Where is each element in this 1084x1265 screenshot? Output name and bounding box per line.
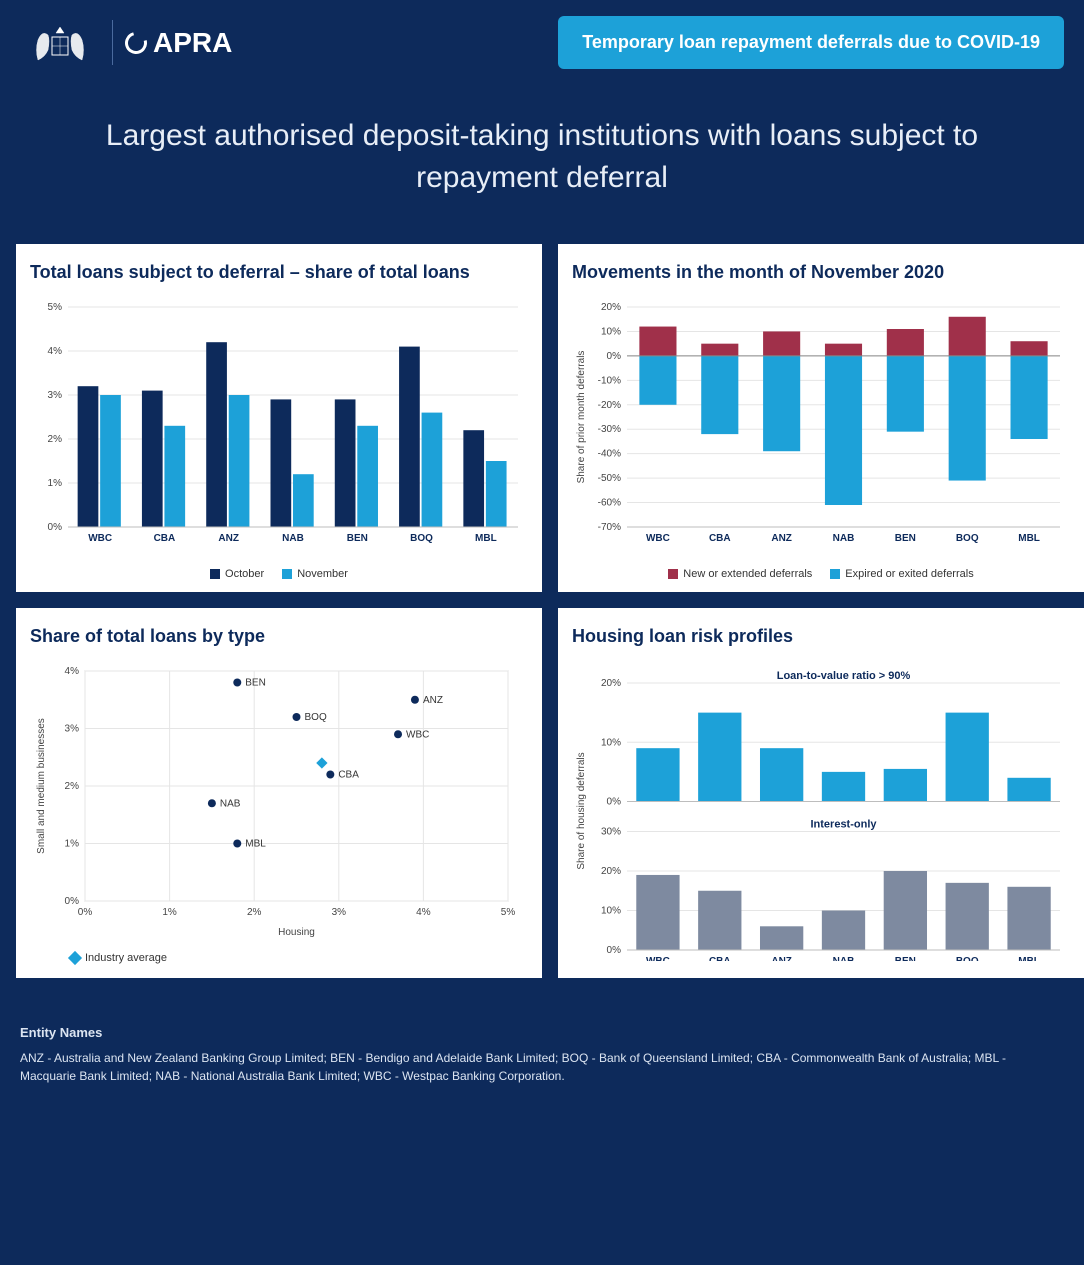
chart3-area: 0% 1% 2% 3% 4% 0% 1% 2% 3% 4% 5% Housing Small and m…: [30, 661, 528, 946]
logo-divider: [112, 20, 113, 65]
svg-text:-40%: -40%: [598, 449, 621, 460]
svg-text:4%: 4%: [65, 666, 80, 677]
svg-text:CBA: CBA: [709, 533, 731, 544]
svg-text:ANZ: ANZ: [771, 533, 792, 544]
svg-text:CBA: CBA: [709, 956, 731, 961]
svg-text:WBC: WBC: [646, 956, 670, 961]
svg-text:BEN: BEN: [895, 956, 916, 961]
chart1-title: Total loans subject to deferral – share …: [30, 262, 528, 283]
svg-text:20%: 20%: [601, 678, 621, 689]
svg-text:MBL: MBL: [475, 533, 497, 544]
svg-text:MBL: MBL: [1018, 533, 1040, 544]
svg-text:WBC: WBC: [88, 533, 112, 544]
svg-text:Share of housing deferrals: Share of housing deferrals: [576, 752, 587, 869]
main-title: Largest authorised deposit-taking instit…: [0, 80, 1084, 244]
svg-text:ANZ: ANZ: [218, 533, 239, 544]
svg-text:WBC: WBC: [406, 729, 429, 740]
svg-text:4%: 4%: [48, 346, 63, 357]
chart3-title: Share of total loans by type: [30, 626, 528, 647]
svg-text:BOQ: BOQ: [956, 533, 979, 544]
svg-text:0%: 0%: [65, 896, 80, 907]
svg-text:10%: 10%: [601, 326, 621, 337]
chart1-legend: OctoberNovember: [30, 568, 528, 580]
svg-text:2%: 2%: [247, 907, 262, 918]
svg-text:2%: 2%: [65, 781, 80, 792]
chart1-area: 0% 1% 2% 3% 4% 5% WBC CBA ANZ NAB BEN BOQ MBL: [30, 297, 528, 562]
svg-text:0%: 0%: [78, 907, 93, 918]
svg-text:BOQ: BOQ: [410, 533, 433, 544]
svg-text:MBL: MBL: [245, 839, 266, 850]
svg-text:CBA: CBA: [338, 770, 359, 781]
chart4-title: Housing loan risk profiles: [572, 626, 1070, 647]
svg-text:NAB: NAB: [833, 956, 855, 961]
svg-text:1%: 1%: [162, 907, 177, 918]
chart4-area: Share of housing deferrals Loan-to-value …: [572, 661, 1070, 966]
svg-text:-20%: -20%: [598, 400, 621, 411]
svg-text:-70%: -70%: [598, 522, 621, 533]
svg-text:-10%: -10%: [598, 375, 621, 386]
svg-text:5%: 5%: [48, 302, 63, 313]
svg-text:4%: 4%: [416, 907, 431, 918]
svg-text:Share of prior month deferrals: Share of prior month deferrals: [576, 351, 587, 484]
svg-text:NAB: NAB: [282, 533, 304, 544]
svg-text:Loan-to-value ratio > 90%: Loan-to-value ratio > 90%: [777, 670, 911, 682]
footer-body: ANZ - Australia and New Zealand Banking …: [20, 1049, 1064, 1085]
svg-text:0%: 0%: [607, 945, 622, 956]
svg-text:MBL: MBL: [1018, 956, 1040, 961]
apra-ring-icon: [121, 27, 151, 57]
card-movements: Movements in the month of November 2020 …: [558, 244, 1084, 592]
svg-text:ANZ: ANZ: [771, 956, 792, 961]
logo-group: APRA: [20, 15, 232, 70]
svg-text:10%: 10%: [601, 737, 621, 748]
svg-text:Small and medium businesses: Small and medium businesses: [36, 718, 47, 854]
svg-text:1%: 1%: [48, 478, 63, 489]
svg-text:5%: 5%: [501, 907, 516, 918]
svg-text:1%: 1%: [65, 839, 80, 850]
svg-text:3%: 3%: [48, 390, 63, 401]
svg-text:0%: 0%: [607, 797, 622, 808]
svg-text:NAB: NAB: [833, 533, 855, 544]
entity-footer: Entity Names ANZ - Australia and New Zea…: [0, 1008, 1084, 1145]
svg-text:BEN: BEN: [347, 533, 368, 544]
svg-text:30%: 30%: [601, 827, 621, 838]
card-total-loans: Total loans subject to deferral – share …: [16, 244, 542, 592]
svg-text:BEN: BEN: [245, 678, 266, 689]
chart2-title: Movements in the month of November 2020: [572, 262, 1070, 283]
svg-text:-30%: -30%: [598, 424, 621, 435]
coat-of-arms-icon: [20, 15, 100, 70]
svg-text:BEN: BEN: [895, 533, 916, 544]
svg-text:10%: 10%: [601, 906, 621, 917]
chart2-legend: New or extended deferralsExpired or exit…: [572, 568, 1070, 580]
card-share-by-type: Share of total loans by type 0%1%2%3%4%0…: [16, 608, 542, 978]
header: APRA Temporary loan repayment deferrals …: [0, 0, 1084, 80]
svg-text:3%: 3%: [65, 724, 80, 735]
svg-text:3%: 3%: [332, 907, 347, 918]
svg-text:WBC: WBC: [646, 533, 670, 544]
svg-text:NAB: NAB: [220, 798, 241, 809]
svg-text:20%: 20%: [601, 866, 621, 877]
chart-grid: Total loans subject to deferral – share …: [0, 244, 1084, 1008]
svg-text:Housing: Housing: [278, 927, 315, 938]
chart2-area: -70% -60% -50% -40% -30% -20% -10% 0% 10% 20% Shar…: [572, 297, 1070, 562]
svg-text:20%: 20%: [601, 302, 621, 313]
svg-text:Interest-only: Interest-only: [810, 819, 877, 831]
svg-text:ANZ: ANZ: [423, 695, 443, 706]
org-name: APRA: [153, 27, 232, 59]
svg-text:-50%: -50%: [598, 473, 621, 484]
svg-text:2%: 2%: [48, 434, 63, 445]
apra-logo: APRA: [125, 27, 232, 59]
svg-text:0%: 0%: [48, 522, 63, 533]
chart3-legend: Industry average: [30, 952, 528, 964]
card-housing-risk: Housing loan risk profiles Share of hous…: [558, 608, 1084, 978]
svg-text:-60%: -60%: [598, 498, 621, 509]
svg-text:CBA: CBA: [154, 533, 176, 544]
header-banner: Temporary loan repayment deferrals due t…: [558, 16, 1064, 69]
svg-text:BOQ: BOQ: [305, 712, 327, 723]
svg-text:BOQ: BOQ: [956, 956, 979, 961]
footer-heading: Entity Names: [20, 1023, 1064, 1043]
svg-text:0%: 0%: [607, 351, 622, 362]
